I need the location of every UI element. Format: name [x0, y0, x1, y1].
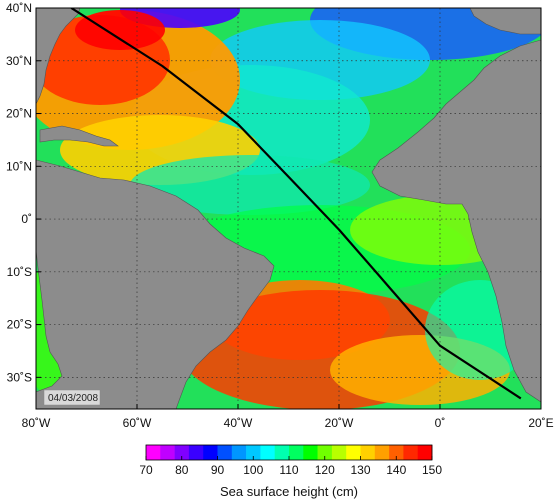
date-stamp-text: 04/03/2008 — [48, 393, 98, 404]
graticule — [36, 8, 541, 409]
colorbar-ticks: 70 80 90 100 110 120 130 140 150 — [139, 456, 442, 477]
colorbar-swatch — [260, 445, 275, 460]
colorbar-tick-label: 130 — [350, 463, 370, 477]
colorbar-swatch — [289, 445, 304, 460]
colorbar-swatch — [231, 445, 247, 460]
lon-axis: 80˚W 60˚W 40˚W 20˚W 0˚ 20˚E — [22, 404, 554, 430]
lat-tick-label: 30˚S — [7, 370, 32, 384]
map-panel — [36, 8, 541, 409]
colorbar-tick-label: 70 — [139, 463, 153, 477]
lat-tick-label: 0˚ — [21, 212, 32, 226]
lat-tick-label: 30˚N — [6, 54, 32, 68]
colorbar-tick-label: 90 — [211, 463, 225, 477]
lon-tick-label: 60˚W — [123, 416, 152, 430]
colorbar-swatch — [274, 445, 290, 460]
colorbar-swatch — [417, 445, 433, 460]
iberia-europe-land — [469, 8, 541, 35]
colorbar: 70 80 90 100 110 120 130 140 150 Sea surface hei… — [139, 444, 442, 499]
colorbar-swatch — [360, 445, 376, 460]
colorbar-tick-label: 100 — [243, 463, 263, 477]
lon-tick-label: 40˚W — [224, 416, 253, 430]
ssh-field-patches — [36, 8, 541, 409]
colorbar-swatch — [146, 445, 161, 460]
colorbar-swatch — [317, 445, 333, 460]
land-masses — [36, 8, 541, 409]
colorbar-tick-label: 120 — [315, 463, 335, 477]
lon-tick-label: 20˚W — [325, 416, 354, 430]
colorbar-swatch — [389, 445, 404, 460]
lat-axis: 40˚N 30˚N 20˚N 10˚N 0˚ 10˚S 20˚S 30˚S — [6, 1, 41, 384]
map-frame — [35, 7, 542, 410]
colorbar-swatch — [203, 445, 218, 460]
colorbar-swatch — [331, 445, 347, 460]
colorbar-swatch — [346, 445, 361, 460]
colorbar-swatch — [403, 445, 418, 460]
lat-tick-label: 40˚N — [6, 1, 32, 15]
colorbar-tick-label: 110 — [279, 463, 298, 477]
colorbar-tick-label: 140 — [386, 463, 406, 477]
colorbar-swatch — [374, 445, 390, 460]
lon-tick-label: 20˚E — [528, 416, 553, 430]
colorbar-swatches — [146, 445, 433, 460]
lat-tick-label: 10˚S — [7, 265, 32, 279]
africa-land — [371, 39, 541, 403]
lat-tick-label: 20˚N — [6, 107, 32, 121]
date-stamp-box — [43, 389, 101, 406]
colorbar-title: Sea surface height (cm) — [220, 484, 358, 499]
caribbean-islands-land — [39, 125, 119, 147]
central-south-america-land — [36, 159, 275, 409]
colorbar-tick-label: 80 — [175, 463, 189, 477]
transect-line — [70, 8, 522, 400]
colorbar-swatch — [217, 445, 233, 460]
colorbar-tick-label: 150 — [422, 463, 442, 477]
lon-tick-label: 80˚W — [22, 416, 51, 430]
date-stamp: 04/03/2008 — [43, 389, 101, 406]
lat-tick-label: 20˚S — [7, 318, 32, 332]
colorbar-swatch — [188, 445, 204, 460]
colorbar-swatch — [303, 445, 318, 460]
colorbar-swatch — [160, 445, 175, 460]
lat-tick-label: 10˚N — [6, 159, 32, 173]
north-america-land — [36, 8, 81, 105]
colorbar-swatch — [246, 445, 261, 460]
colorbar-swatch — [174, 445, 190, 460]
lon-tick-label: 0˚ — [435, 416, 446, 430]
